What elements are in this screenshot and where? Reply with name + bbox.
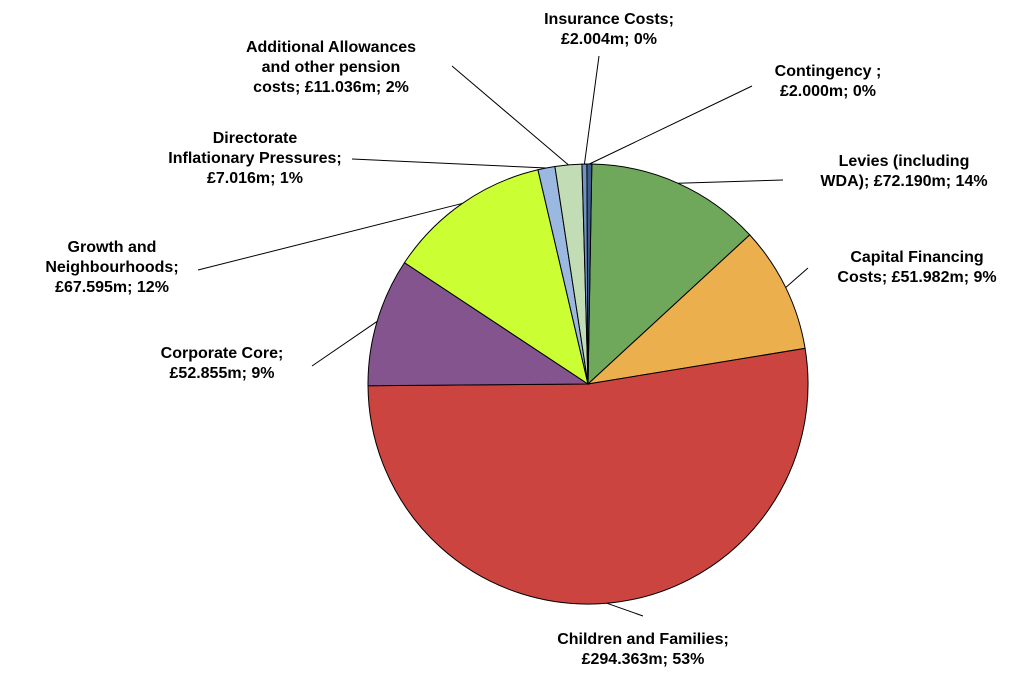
- leader-line-directorate-inflationary-pressures: [351, 158, 547, 169]
- slice-label-line: £294.363m; 53%: [582, 651, 705, 668]
- leader-line-corporate-core: [311, 321, 378, 367]
- slice-label-insurance-costs: Insurance Costs; £2.004m; 0%: [544, 11, 674, 48]
- slice-label-line: Capital Financing: [850, 249, 983, 266]
- leader-line-contingency: [589, 85, 753, 165]
- slice-label-capital-financing-costs: Capital Financing Costs; £51.982m; 9%: [837, 249, 996, 286]
- slice-label-line: £2.004m; 0%: [561, 31, 657, 48]
- slice-label-line: Neighbourhoods;: [45, 259, 178, 276]
- leader-line-growth-and-neighbourhoods: [197, 202, 463, 271]
- leader-line-levies-including-wda: [678, 179, 784, 184]
- slice-label-line: Contingency ;: [775, 63, 882, 80]
- slice-label-line: Costs; £51.982m; 9%: [837, 269, 996, 286]
- slice-label-line: Inflationary Pressures;: [168, 150, 341, 167]
- leader-lines: [197, 55, 809, 617]
- slice-label-line: costs; £11.036m; 2%: [253, 79, 409, 96]
- pie-slice-corporate-core: [367, 261, 590, 387]
- leader-line-capital-financing-costs: [785, 267, 809, 288]
- slice-label-additional-allowances-and-other-pension-costs: Additional Allowances and other pension co…: [246, 39, 416, 96]
- slice-label-line: Growth and: [68, 239, 157, 256]
- slice-label-line: £2.000m; 0%: [780, 83, 876, 100]
- leader-line-additional-allowances-and-other-pension-costs: [451, 65, 569, 166]
- slice-label-growth-and-neighbourhoods: Growth and Neighbourhoods; £67.595m; 12%: [45, 239, 178, 296]
- pie-slice-contingency: [586, 163, 593, 385]
- leader-line-children-and-families: [606, 602, 644, 617]
- pie-slice-children-and-families: [367, 347, 809, 605]
- slice-label-line: Levies (including: [839, 153, 970, 170]
- slice-label-line: Insurance Costs;: [544, 11, 674, 28]
- pie-slice-levies-including-wda: [587, 163, 751, 386]
- slice-labels: Levies (including WDA); £72.190m; 14% Capi…: [45, 11, 996, 668]
- slice-label-children-and-families: Children and Families; £294.363m; 53%: [557, 631, 729, 668]
- leader-line-insurance-costs: [583, 55, 600, 165]
- slice-label-contingency: Contingency ; £2.000m; 0%: [775, 63, 882, 100]
- slice-label-line: Directorate: [213, 130, 298, 147]
- slice-label-line: Children and Families;: [557, 631, 729, 648]
- pie-slices: [367, 163, 809, 605]
- pie-slice-capital-financing-costs: [586, 234, 806, 385]
- slice-label-line: £52.855m; 9%: [170, 365, 275, 382]
- slice-label-line: £67.595m; 12%: [55, 279, 169, 296]
- slice-label-directorate-inflationary-pressures: Directorate Inflationary Pressures; £7.016…: [168, 130, 341, 187]
- slice-label-levies-including-wda: Levies (including WDA); £72.190m; 14%: [820, 153, 987, 190]
- slice-label-line: and other pension: [262, 59, 401, 76]
- slice-label-line: Additional Allowances: [246, 39, 416, 56]
- slice-label-line: WDA); £72.190m; 14%: [820, 173, 987, 190]
- slice-label-line: Corporate Core;: [161, 345, 284, 362]
- slice-label-line: £7.016m; 1%: [207, 170, 303, 187]
- slice-label-corporate-core: Corporate Core; £52.855m; 9%: [161, 345, 284, 382]
